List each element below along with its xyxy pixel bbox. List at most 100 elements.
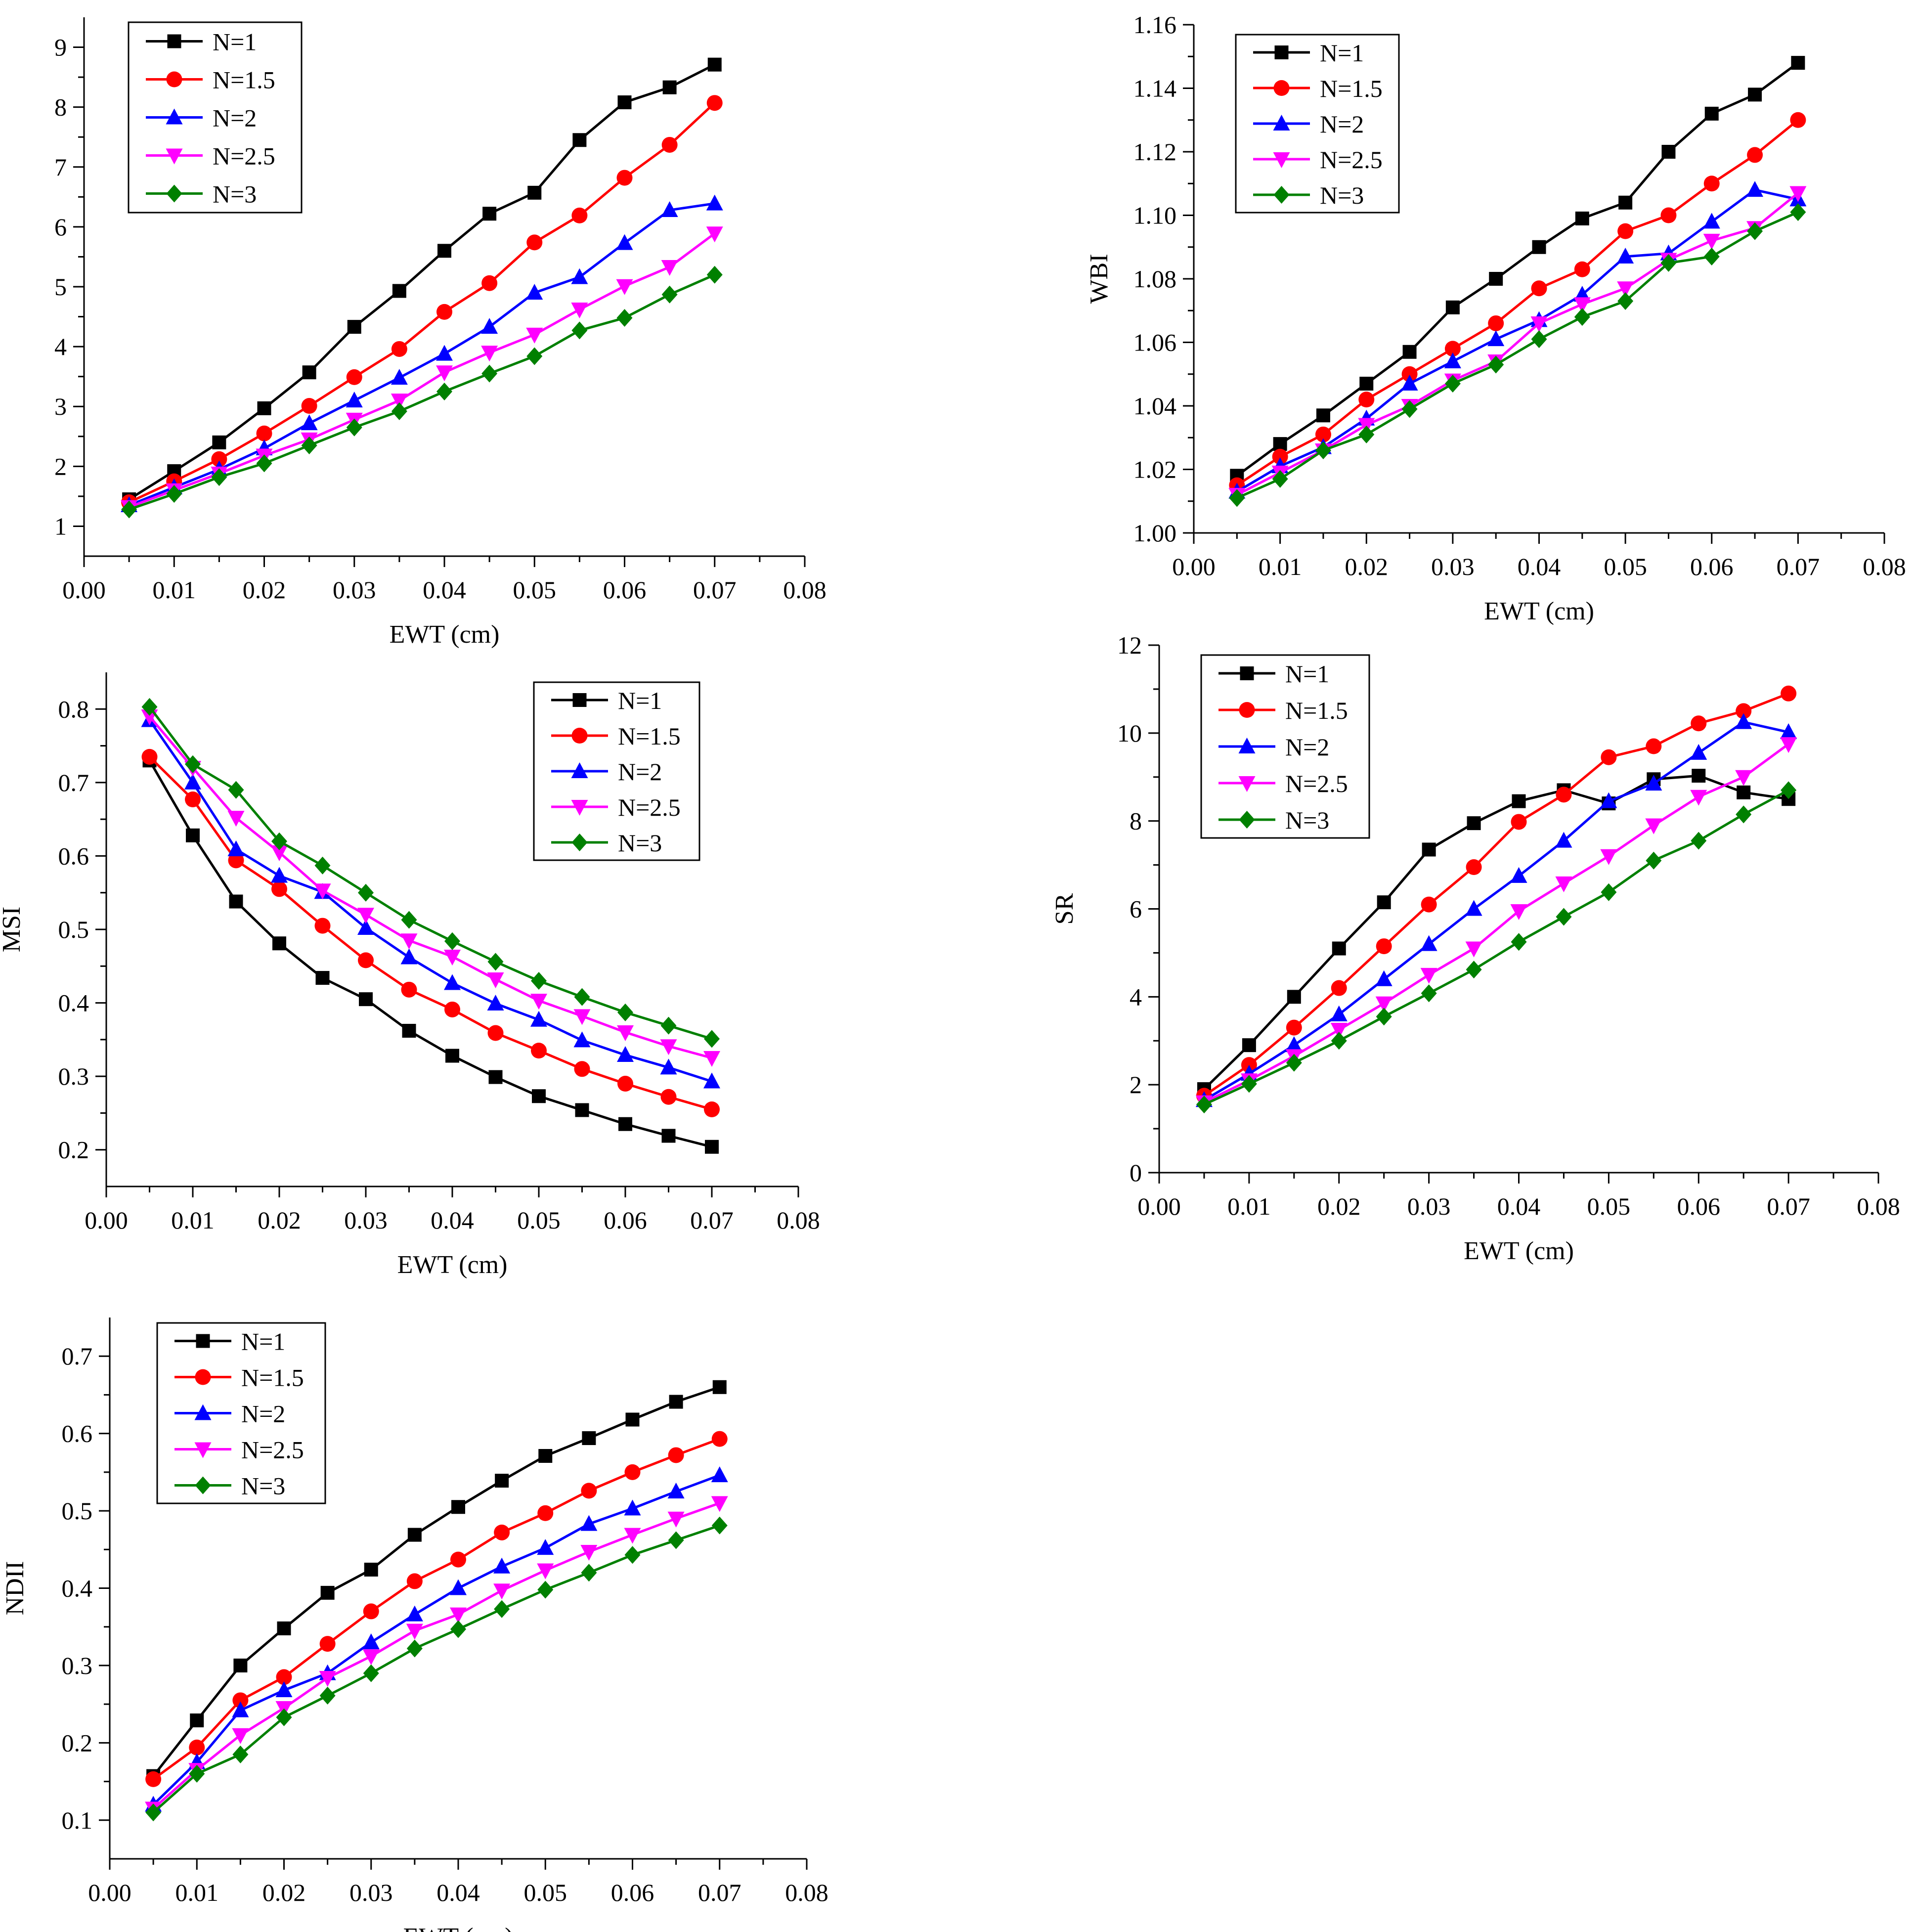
msi-y-tick-label: 0.8 [58, 695, 89, 723]
ndii-data-point [624, 1546, 641, 1564]
sr-data-point [1601, 749, 1617, 765]
nrvi-y-tick-label: 1 [54, 512, 67, 540]
sr-data-point [1600, 849, 1617, 865]
wbi-legend-label: N=1 [1320, 39, 1364, 67]
ndii-y-axis-label: NDII [1, 1561, 29, 1616]
msi-data-point [617, 1025, 634, 1041]
sr-legend-label: N=1 [1285, 660, 1329, 688]
msi-legend-label: N=1.5 [618, 722, 681, 750]
wbi-series-line [1236, 119, 1799, 486]
ndii-legend-label: N=1 [241, 1328, 285, 1356]
nrvi-series-line [129, 232, 716, 509]
ndii-data-point [711, 1431, 728, 1447]
sr-data-point [1600, 792, 1617, 808]
msi-data-point [487, 1025, 504, 1041]
sr-data-point [1780, 737, 1797, 753]
wbi-x-tick-label: 0.03 [1431, 553, 1475, 580]
wbi-x-tick-label: 0.07 [1777, 553, 1820, 580]
ndii-data-point [406, 1624, 423, 1640]
wbi-data-point [1531, 280, 1547, 297]
msi-series-line [148, 715, 712, 1059]
nrvi-data-point [706, 194, 723, 211]
ndii-y-tick-label: 0.3 [62, 1652, 93, 1679]
wbi-data-point [1402, 345, 1417, 359]
ndii-data-point [494, 1600, 510, 1618]
wbi-x-tick-label: 0.00 [1172, 553, 1216, 580]
msi-data-point [445, 1049, 459, 1063]
ndii-data-point [320, 1585, 335, 1600]
ndii-data-point [493, 1583, 511, 1600]
nrvi-data-point [616, 170, 633, 186]
sr-legend: N=1 N=1.5 N=2 N=2.5 N=3 [1200, 654, 1370, 839]
nrvi-data-point [391, 394, 408, 410]
ndii-data-point [668, 1531, 684, 1549]
sr-series-N=1.5 [1196, 685, 1797, 1104]
sr-data-point [1421, 984, 1437, 1003]
sr-data-point [1330, 1005, 1348, 1021]
wbi-data-point [1445, 300, 1460, 314]
nrvi-data-point [347, 320, 361, 334]
nrvi-data-point [706, 226, 723, 243]
nrvi-legend-marker [166, 108, 183, 125]
nrvi-series-line [129, 102, 716, 504]
msi-data-point [704, 1101, 720, 1117]
nrvi-data-point [707, 57, 722, 72]
sr-data-point [1420, 967, 1437, 984]
msi-data-point [401, 911, 417, 929]
nrvi-series-line [128, 63, 715, 501]
sr-series-line [1203, 743, 1789, 1103]
wbi-data-point [1747, 147, 1763, 163]
sr-data-point [1646, 738, 1662, 754]
sr-x-tick-label: 0.02 [1317, 1192, 1361, 1220]
ndii-legend-marker [196, 1334, 210, 1348]
wbi-legend-marker [1273, 115, 1290, 131]
ndii-data-point [406, 1639, 423, 1658]
msi-x-tick-label: 0.01 [171, 1206, 215, 1234]
sr-series-N=3 [1196, 781, 1797, 1114]
wbi-x-tick-label: 0.08 [1863, 553, 1906, 580]
msi-data-point [660, 1039, 677, 1055]
nrvi-data-point [346, 418, 362, 437]
msi-series-line [148, 706, 712, 1040]
ndii-data-point [667, 1511, 685, 1528]
ndii-data-point [450, 1607, 467, 1624]
nrvi-series-N=2.5 [121, 226, 723, 516]
sr-data-point [1422, 842, 1436, 857]
nrvi-data-point [211, 451, 227, 467]
msi-data-point [401, 981, 417, 998]
msi-data-point [229, 894, 243, 909]
msi-data-point [573, 1031, 591, 1048]
ndii-data-point [364, 1562, 378, 1577]
msi-data-point [660, 1089, 677, 1105]
wbi-legend-label: N=1.5 [1320, 75, 1383, 102]
ndii-data-point [362, 1633, 380, 1649]
sr-y-tick-label: 0 [1130, 1159, 1142, 1186]
wbi-y-tick-label: 1.04 [1133, 392, 1177, 420]
ndii-data-point [581, 1483, 597, 1499]
ndii-chart: 0.00 0.01 0.02 0.03 0.04 0.05 0.06 0.07 0.08 0.1 0… [1, 1317, 828, 1932]
msi-data-point [703, 1072, 720, 1089]
msi-y-tick-label: 0.4 [58, 989, 89, 1017]
nrvi-data-point [616, 308, 633, 327]
msi-data-point [184, 773, 201, 790]
sr-data-point [1332, 941, 1346, 956]
sr-data-point [1692, 769, 1706, 783]
msi-series-line [148, 719, 712, 1083]
msi-data-point [358, 952, 374, 968]
nrvi-data-point [346, 369, 362, 385]
msi-data-point [141, 698, 158, 716]
msi-data-point [271, 832, 287, 850]
ndii-x-tick-label: 0.00 [88, 1879, 131, 1906]
nrvi-x-tick-label: 0.04 [423, 576, 466, 604]
msi-data-point [660, 1058, 677, 1075]
wbi-y-tick-label: 1.02 [1133, 456, 1177, 483]
wbi-data-point [1273, 437, 1287, 451]
ndii-x-tick-label: 0.01 [175, 1879, 219, 1906]
nrvi-data-point [661, 201, 678, 217]
nrvi-data-point [391, 369, 408, 385]
ndii-data-point [582, 1431, 596, 1446]
wbi-x-tick-label: 0.02 [1345, 553, 1389, 580]
ndii-data-point [667, 1482, 685, 1498]
wbi-data-point [1444, 375, 1461, 393]
ndii-data-point [451, 1500, 465, 1514]
